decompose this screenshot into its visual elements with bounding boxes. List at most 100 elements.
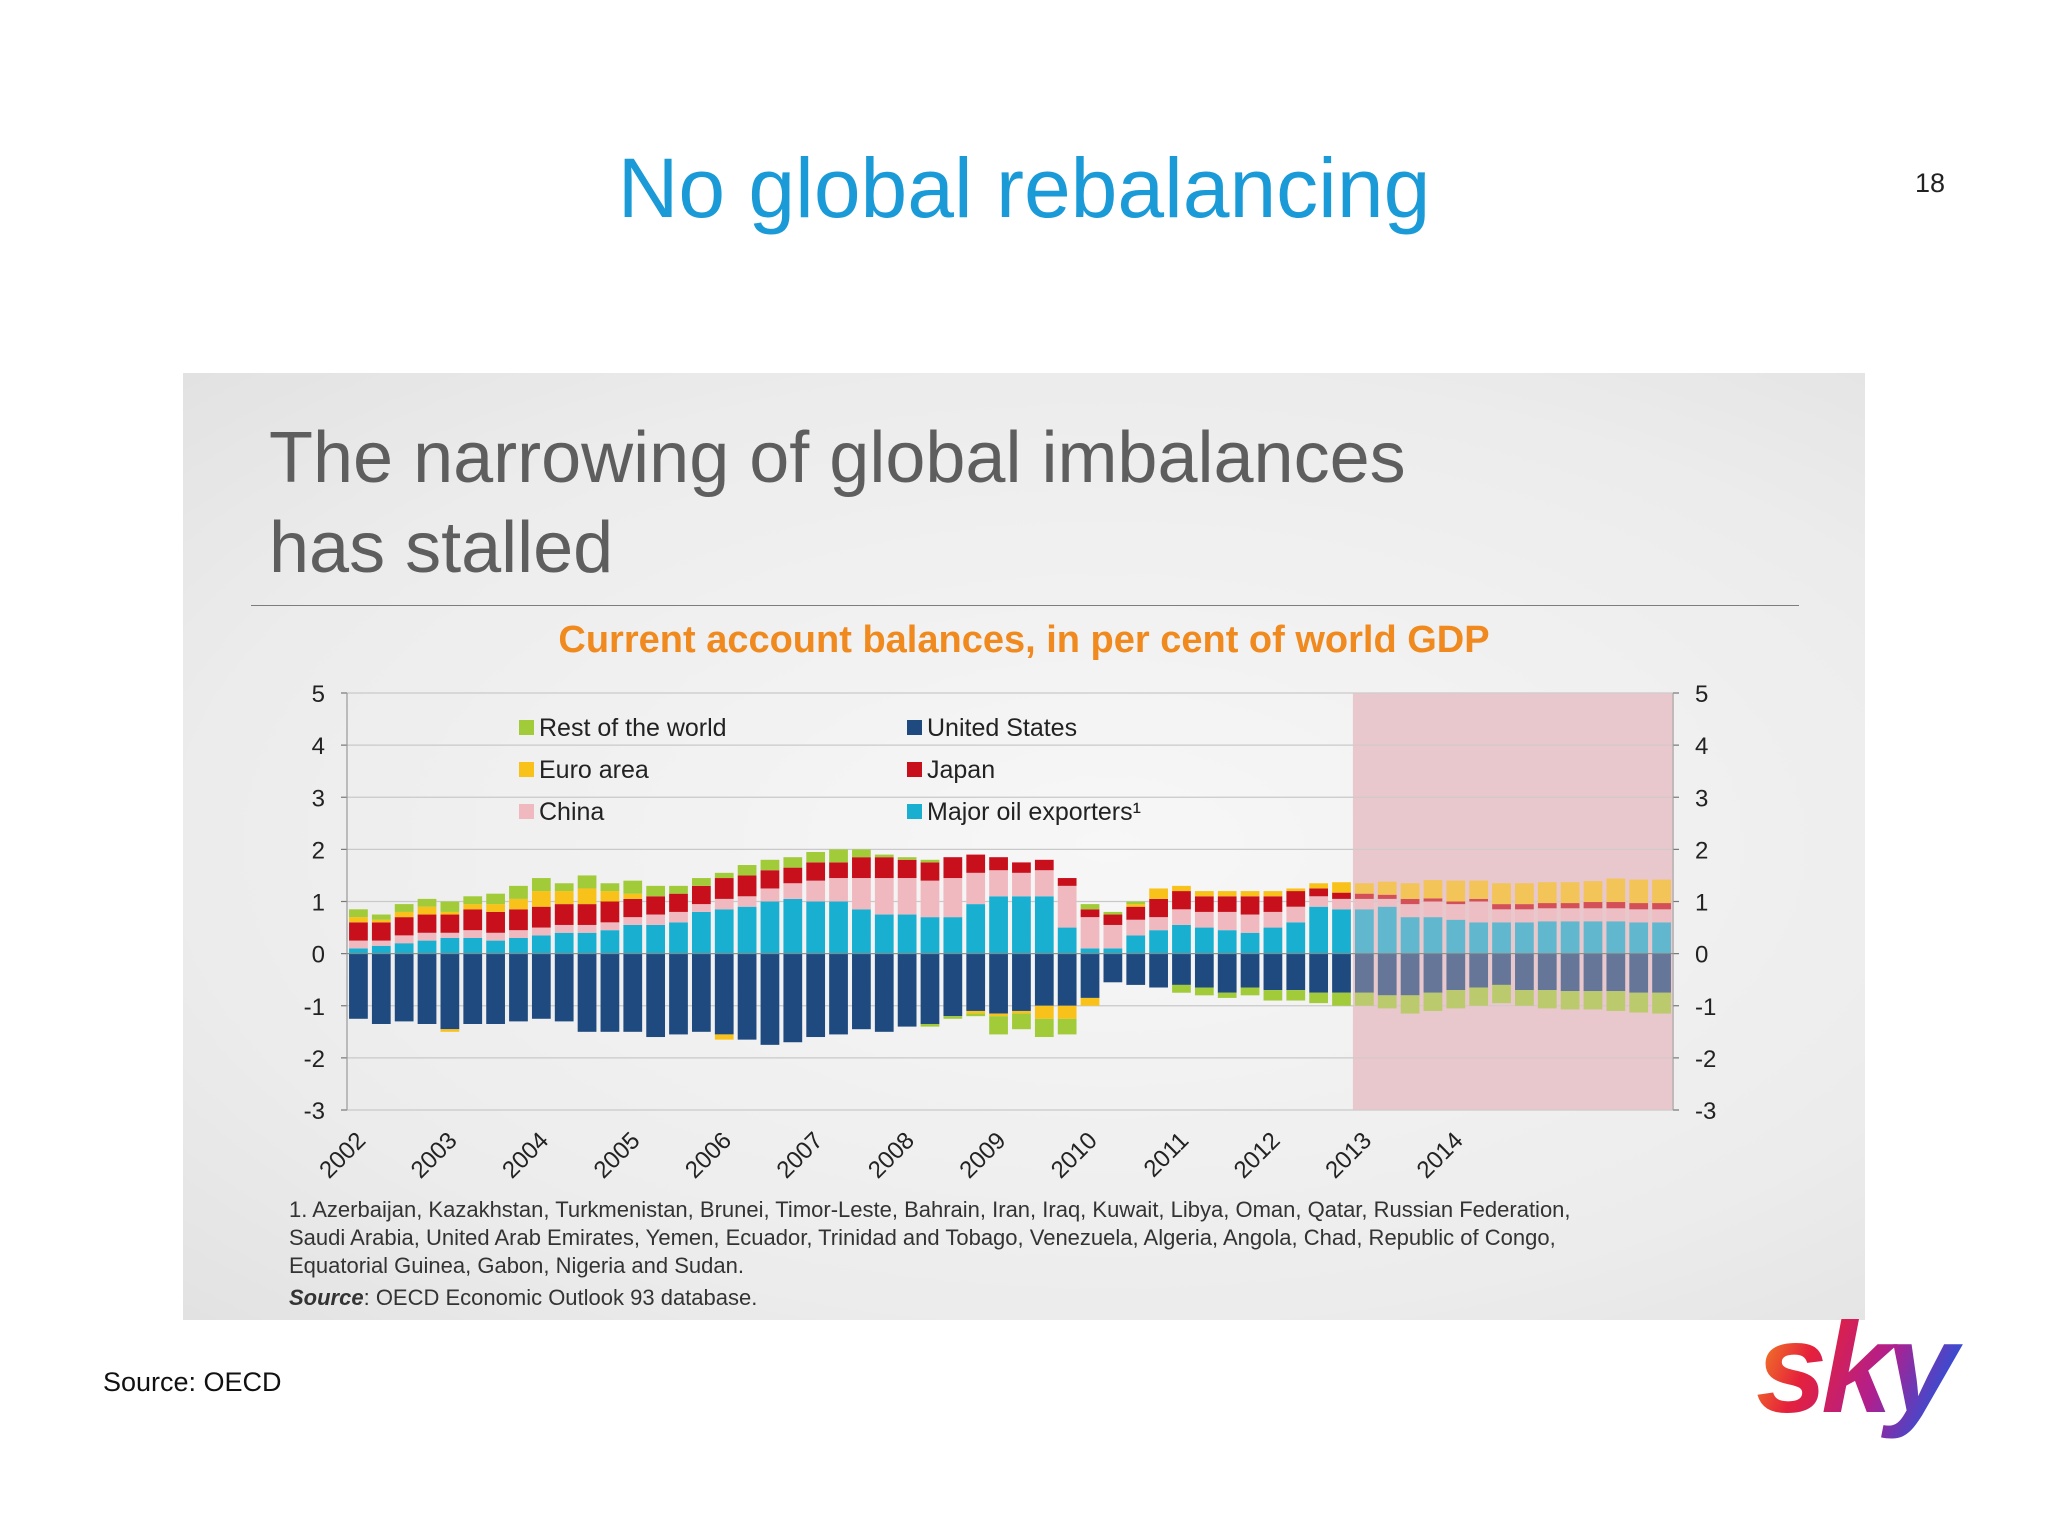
bar-euro-area <box>1172 885 1191 892</box>
source-label: Source <box>289 1285 364 1310</box>
bar-rest-of-the-world <box>852 849 871 858</box>
bar-euro-area-negative <box>714 1034 734 1040</box>
bar-china <box>1652 909 1671 923</box>
bar-major-oil-exporters <box>1263 927 1283 954</box>
x-tick-label: 2002 <box>314 1127 371 1184</box>
x-tick-label: 2009 <box>954 1127 1011 1184</box>
legend-swatch-rest-of-the-world <box>519 720 534 735</box>
bar-major-oil-exporters <box>897 914 917 954</box>
bar-rest-of-the-world <box>394 904 414 912</box>
bar-japan <box>943 857 963 879</box>
bar-china <box>669 911 688 923</box>
bar-euro-area <box>1469 880 1489 899</box>
bar-china <box>714 898 734 910</box>
bar-china <box>1194 911 1214 928</box>
footnote-line-1: 1. Azerbaijan, Kazakhstan, Turkmenistan,… <box>289 1197 1571 1222</box>
bar-rest-of-the-world-negative <box>1240 987 1260 996</box>
bar-rest-of-the-world-negative <box>1492 984 1511 1004</box>
bar-china <box>1217 911 1237 931</box>
bar-japan <box>852 857 871 879</box>
bar-rest-of-the-world <box>371 914 391 920</box>
bar-major-oil-exporters <box>669 922 688 954</box>
bar-japan <box>463 909 483 931</box>
bar-united-states-negative <box>1034 953 1054 1006</box>
bar-china <box>1149 917 1168 931</box>
projection-overlay <box>1352 693 1673 1110</box>
bar-major-oil-exporters <box>417 940 437 954</box>
bar-rest-of-the-world-negative <box>1012 1013 1031 1030</box>
bar-rest-of-the-world <box>554 883 574 892</box>
bar-major-oil-exporters <box>646 924 666 954</box>
bar-china <box>874 878 894 915</box>
y-tick-label-right: -1 <box>1695 994 1716 1021</box>
bar-united-states-negative <box>760 953 780 1045</box>
bar-rest-of-the-world-negative <box>1034 1018 1054 1038</box>
bar-united-states-negative <box>463 953 483 1024</box>
bar-rest-of-the-world-negative <box>1332 992 1351 1006</box>
bar-united-states-negative <box>1332 953 1351 993</box>
bar-united-states-negative <box>897 953 917 1027</box>
bar-japan <box>1309 888 1329 897</box>
bar-rest-of-the-world-negative <box>920 1023 940 1027</box>
bar-major-oil-exporters <box>1560 921 1580 954</box>
bar-rest-of-the-world-negative <box>1354 992 1374 1006</box>
bar-euro-area <box>577 888 597 905</box>
bar-euro-area <box>554 891 574 905</box>
bar-japan <box>669 893 688 912</box>
bar-major-oil-exporters <box>760 901 780 954</box>
bar-japan <box>1583 902 1603 909</box>
bar-japan <box>600 901 620 923</box>
bar-major-oil-exporters <box>1309 906 1329 954</box>
bar-euro-area <box>440 911 460 915</box>
bar-major-oil-exporters <box>509 937 528 954</box>
bar-euro-area <box>531 891 551 907</box>
bar-euro-area <box>1515 883 1534 905</box>
bar-united-states-negative <box>1172 953 1191 985</box>
bar-china <box>1012 872 1031 897</box>
bar-united-states-negative <box>829 953 848 1035</box>
bar-major-oil-exporters <box>920 917 940 954</box>
bar-japan <box>531 906 551 928</box>
bar-united-states-negative <box>852 953 871 1030</box>
bar-china <box>1286 906 1306 923</box>
bar-united-states-negative <box>1400 953 1420 996</box>
bar-rest-of-the-world-negative <box>966 1013 986 1017</box>
bar-china <box>1172 909 1191 925</box>
bar-euro-area <box>371 919 391 923</box>
bar-united-states-negative <box>1103 953 1123 983</box>
bar-rest-of-the-world-negative <box>1629 992 1649 1013</box>
x-tick-label: 2012 <box>1229 1127 1286 1184</box>
bar-japan <box>1057 878 1077 886</box>
bar-euro-area <box>394 911 414 918</box>
bar-major-oil-exporters <box>806 901 826 954</box>
bar-united-states-negative <box>1515 953 1534 991</box>
bar-euro-area <box>1629 879 1649 904</box>
bar-japan <box>440 914 460 933</box>
bar-rest-of-the-world-negative <box>1309 992 1329 1004</box>
x-tick-label: 2011 <box>1139 1127 1195 1183</box>
bar-china <box>349 940 368 949</box>
bar-japan <box>1149 898 1168 918</box>
bar-euro-area <box>1537 882 1557 904</box>
bar-euro-area <box>1446 880 1466 902</box>
bar-united-states-negative <box>783 953 803 1043</box>
bar-major-oil-exporters <box>1629 922 1649 954</box>
bar-united-states-negative <box>1354 953 1374 993</box>
bar-euro-area <box>1263 891 1283 897</box>
bar-united-states-negative <box>1057 953 1077 1006</box>
bar-major-oil-exporters <box>1446 919 1466 954</box>
bar-rest-of-the-world <box>691 878 711 886</box>
bar-japan <box>1194 896 1214 912</box>
bar-rest-of-the-world <box>531 878 551 892</box>
bar-euro-area <box>1194 891 1214 897</box>
bar-major-oil-exporters <box>1194 927 1214 954</box>
bar-major-oil-exporters <box>1400 917 1420 954</box>
bar-united-states-negative <box>1377 953 1397 996</box>
bar-china <box>1332 898 1351 910</box>
bar-major-oil-exporters <box>531 935 551 954</box>
y-tick-label-right: 4 <box>1695 733 1708 760</box>
bar-japan <box>1263 896 1283 912</box>
bar-major-oil-exporters <box>1012 896 1031 954</box>
bar-rest-of-the-world-negative <box>1606 991 1626 1011</box>
chart-title: Current account balances, in per cent of… <box>558 619 1490 661</box>
